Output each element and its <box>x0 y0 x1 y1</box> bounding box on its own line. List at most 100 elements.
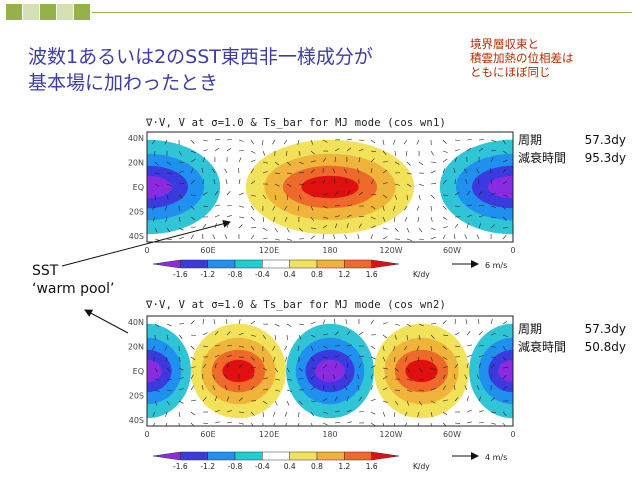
anomaly-contour <box>222 359 255 383</box>
wind-vector <box>430 388 436 391</box>
wind-vector <box>442 150 448 153</box>
wind-vector <box>284 356 288 362</box>
stat-value: 95.3dy <box>584 151 626 165</box>
colorbar-tick-label: 0.4 <box>284 462 296 471</box>
wind-vector <box>190 356 196 361</box>
wind-vector <box>214 363 217 369</box>
wind-vector <box>154 323 160 327</box>
wind-vector <box>370 205 376 210</box>
wind-vector <box>357 385 360 391</box>
wind-vector <box>370 356 376 360</box>
stat-value: 50.8dy <box>584 340 626 354</box>
wind-vector <box>153 150 156 156</box>
wind-vector <box>466 138 472 141</box>
wind-vector <box>466 204 472 207</box>
wind-vector <box>225 319 228 325</box>
wind-vector <box>178 367 184 371</box>
colorbar-tick-label: -1.2 <box>200 270 215 279</box>
wind-vector <box>201 168 204 174</box>
wind-vector <box>250 227 257 229</box>
panel-1-stat-decay: 減衰時間 95.3dy <box>518 149 626 167</box>
wind-vector <box>152 205 156 211</box>
lon-tick-label: 0 <box>510 430 515 439</box>
stat-label: 減衰時間 <box>518 340 567 354</box>
wind-vector <box>478 215 484 218</box>
wind-vector <box>418 400 422 406</box>
wind-vector <box>430 194 435 199</box>
colorbar-segment <box>262 451 290 461</box>
wind-vector <box>356 168 360 174</box>
wind-vector <box>502 411 507 416</box>
wind-vector <box>164 205 168 211</box>
wind-vector <box>190 422 195 426</box>
colorbar-unit: K/dy <box>413 270 430 279</box>
wind-vector <box>297 139 300 145</box>
wind-vector <box>466 396 470 402</box>
wind-vector <box>274 389 280 392</box>
wind-vector <box>190 139 195 144</box>
lat-tick-label: EQ <box>133 183 144 192</box>
wind-vector <box>298 194 302 200</box>
anomaly-contour <box>264 153 396 221</box>
wind-vector <box>272 345 276 351</box>
wind-vector <box>250 205 255 211</box>
wind-vector <box>154 172 160 175</box>
wind-vector <box>442 411 448 416</box>
wind-vector <box>394 323 400 326</box>
wind-vector <box>274 172 280 174</box>
wind-vector <box>310 400 316 403</box>
wind-vector <box>370 139 376 144</box>
wind-vector <box>310 375 315 380</box>
wind-vector <box>357 374 360 380</box>
wind-vector <box>346 396 349 402</box>
wind-vector <box>284 411 288 417</box>
wind-vector <box>442 139 447 144</box>
colorbar-tick-label: 0.4 <box>284 270 296 279</box>
wind-vector <box>214 354 220 358</box>
wind-vector <box>358 223 362 229</box>
colorbar-segment <box>180 451 208 461</box>
wind-vector <box>454 363 459 369</box>
wind-vector <box>238 397 243 402</box>
wind-vector <box>250 216 255 221</box>
wind-vector <box>334 363 338 369</box>
wind-vector <box>165 411 168 417</box>
anomaly-contour <box>282 165 378 209</box>
wind-vector <box>454 332 460 336</box>
wind-vector <box>298 150 301 156</box>
vector-scale-label: 6 m/s <box>485 261 507 270</box>
wind-vector <box>502 334 508 337</box>
wind-vector <box>393 422 396 426</box>
wind-vector <box>202 223 207 229</box>
colorbar-segment <box>152 259 181 269</box>
wind-vector <box>214 138 220 141</box>
wind-vector <box>297 345 300 351</box>
anomaly-contour <box>384 337 459 405</box>
wind-vector <box>382 356 386 362</box>
wind-vector <box>238 157 242 163</box>
wind-vector <box>476 374 480 380</box>
wind-vector <box>478 354 484 358</box>
wind-vector <box>346 363 349 369</box>
wind-vector <box>370 158 375 163</box>
lat-tick-label: 40S <box>129 416 144 425</box>
deco-square-5 <box>74 4 90 20</box>
wind-vector <box>358 148 364 152</box>
wind-vector <box>250 168 254 174</box>
wind-vector <box>178 170 184 174</box>
wind-vector <box>322 356 328 359</box>
panel-2-stat-decay: 減衰時間 50.8dy <box>518 338 626 356</box>
wind-vector <box>250 385 255 391</box>
wind-vector <box>346 223 349 229</box>
wind-vector <box>250 334 256 337</box>
wind-vector <box>274 161 280 166</box>
wind-vector <box>406 389 412 392</box>
wind-vector <box>178 356 181 362</box>
colorbar-segment <box>344 259 372 269</box>
lon-tick-label: 0 <box>144 430 149 439</box>
wind-vector <box>273 356 276 362</box>
wind-vector <box>334 179 336 185</box>
slide-title: 波数1あるいは2のSST東西非一様成分が 基本場に加わったとき <box>28 46 373 94</box>
wind-vector <box>322 333 328 336</box>
wind-vector <box>406 227 410 233</box>
